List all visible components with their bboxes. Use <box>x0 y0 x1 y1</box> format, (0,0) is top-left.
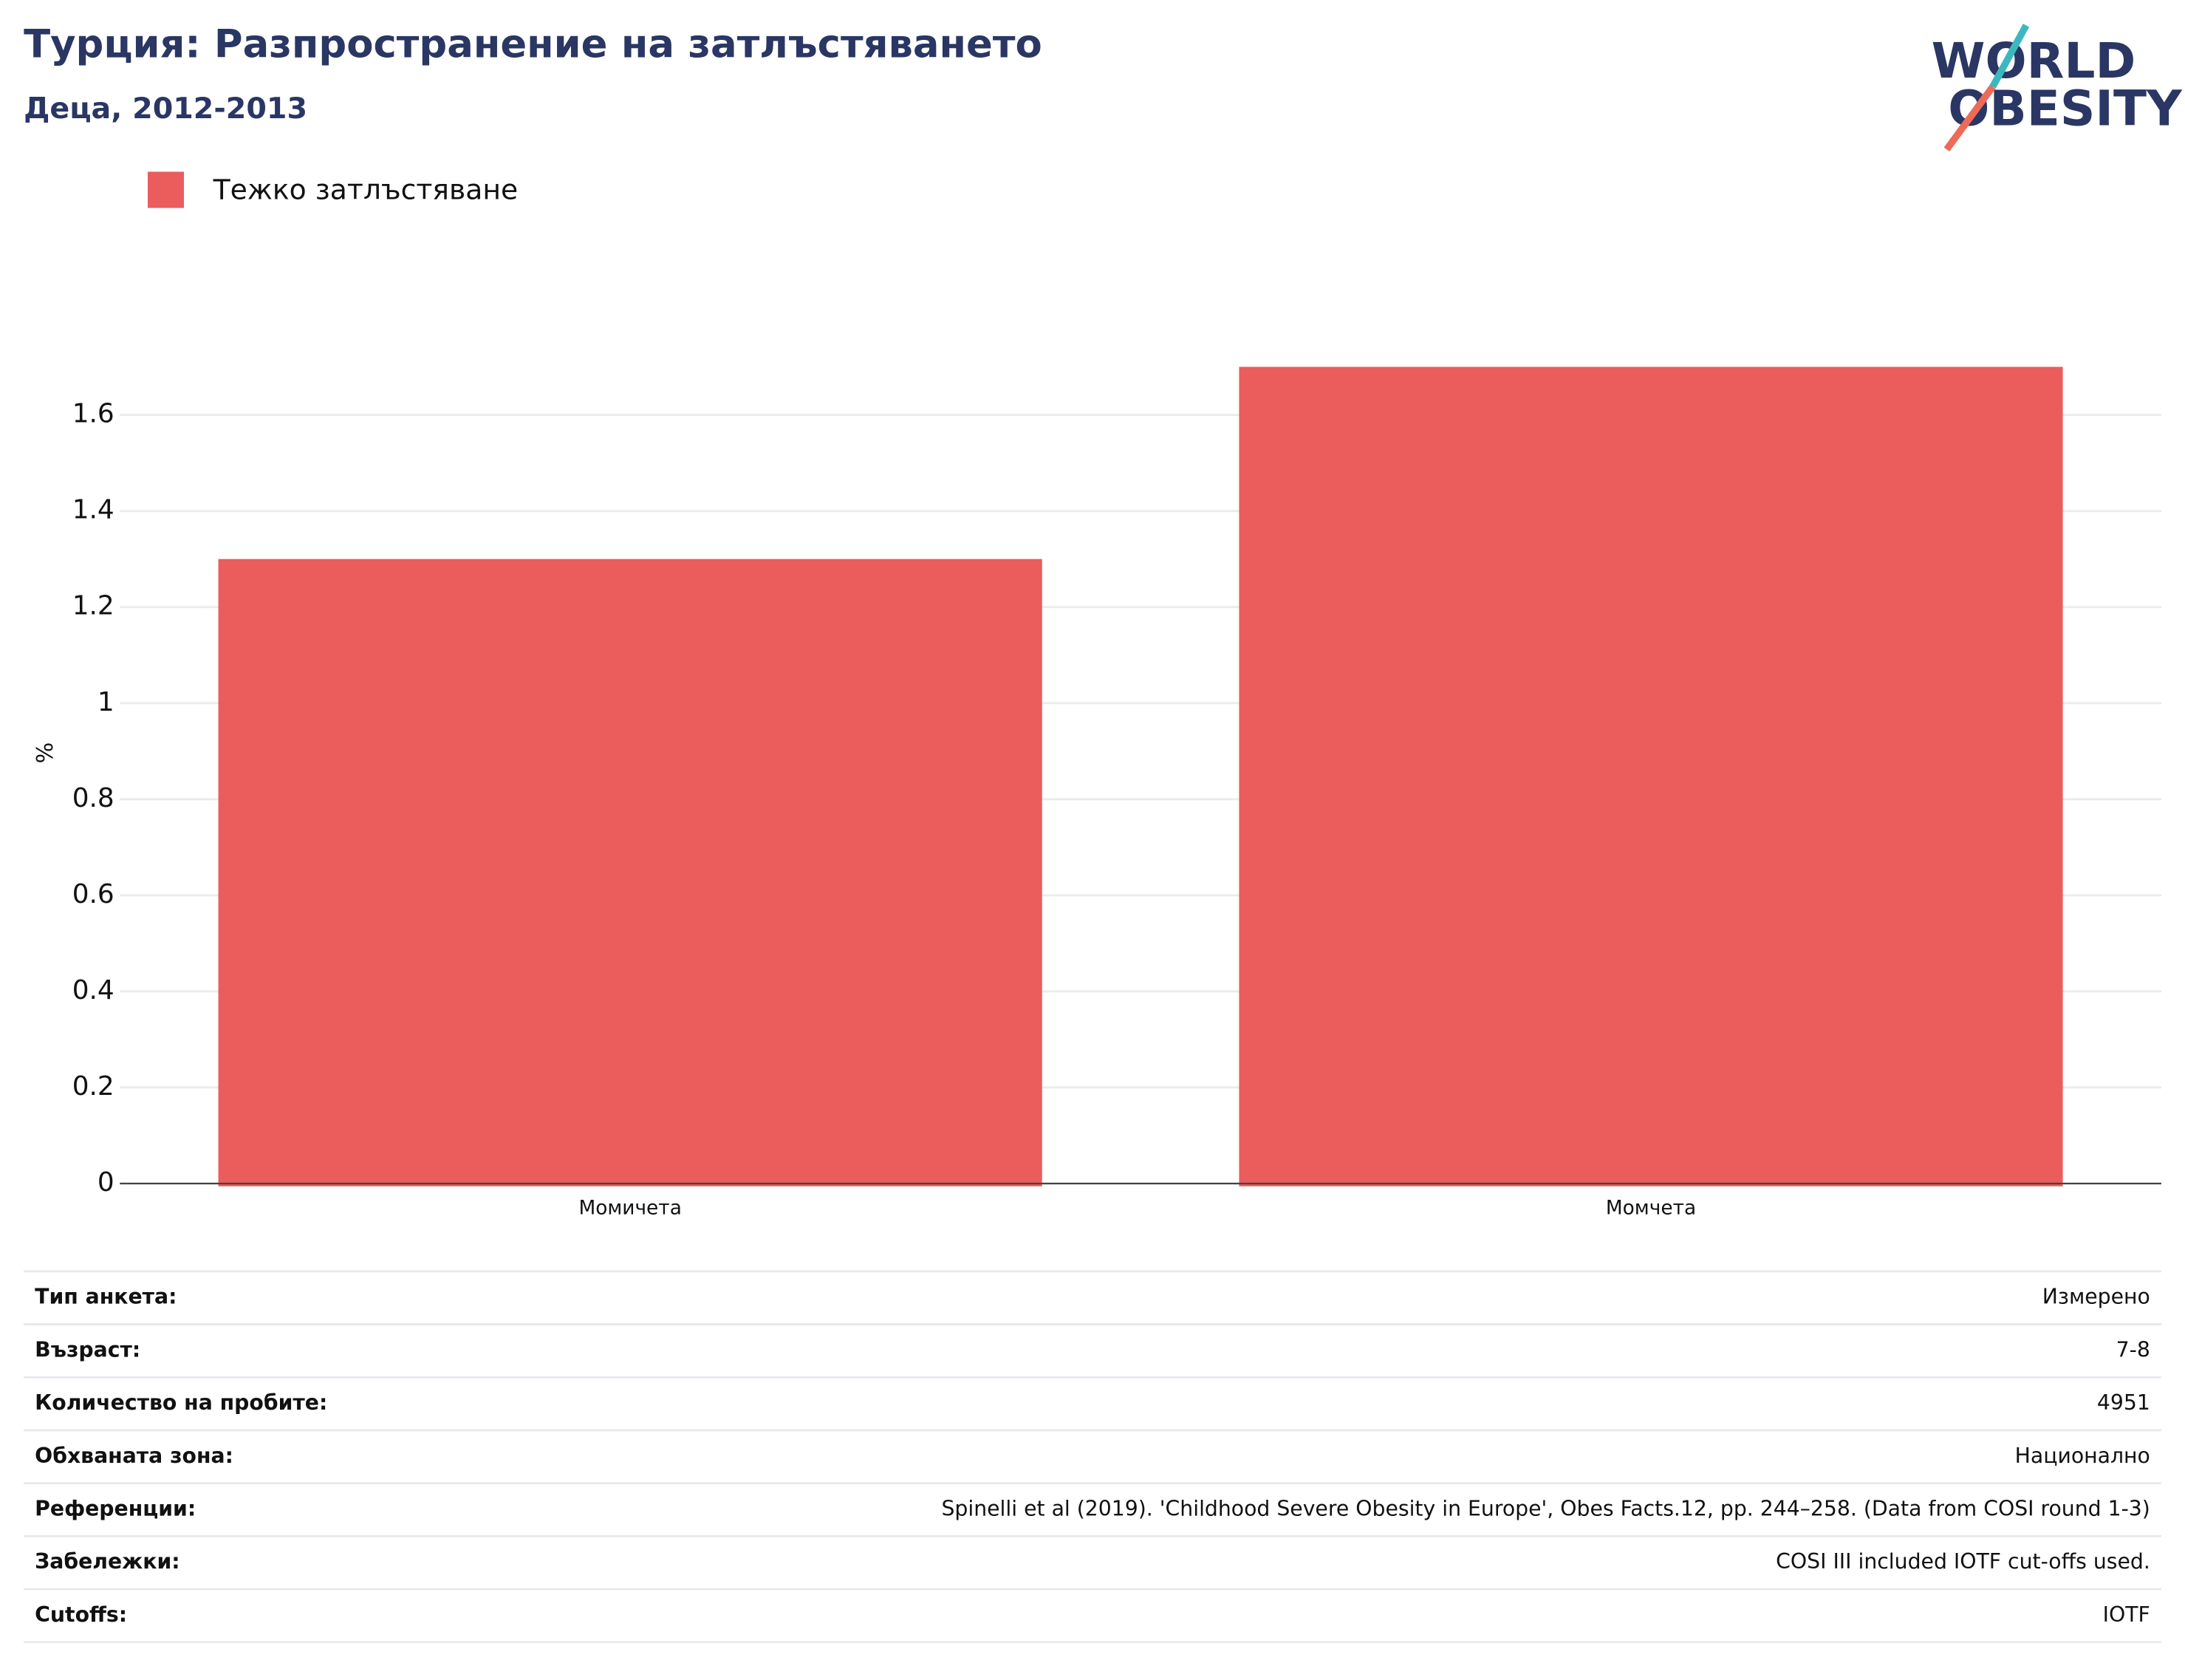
x-tick-label: Момчета <box>1606 1196 1696 1219</box>
table-value: COSI III included IOTF cut-offs used. <box>1776 1549 2150 1574</box>
y-tick-label: 1 <box>98 687 114 717</box>
table-label: Референции: <box>35 1496 196 1520</box>
table-value: Spinelli et al (2019). 'Childhood Severe… <box>941 1496 2150 1520</box>
table-value: 4951 <box>2097 1390 2150 1415</box>
table-label: Тип анкета: <box>35 1285 177 1309</box>
table-label: Обхваната зона: <box>35 1444 233 1468</box>
chart-subtitle: Деца, 2012-2013 <box>24 92 307 126</box>
table-label: Количество на пробите: <box>35 1390 327 1415</box>
y-tick-label: 0.4 <box>72 975 114 1005</box>
logo: WORLD OBESITY <box>1932 24 2183 152</box>
x-tick-label: Момичета <box>578 1196 681 1219</box>
logo-slash <box>1943 84 1996 152</box>
y-tick-label: 0.8 <box>72 783 114 813</box>
legend-label: Тежко затлъстяване <box>213 173 519 205</box>
legend-swatch <box>147 171 185 208</box>
y-axis-label: % <box>33 742 58 764</box>
table-label: Cutoffs: <box>35 1602 127 1627</box>
bar <box>1239 366 2063 1186</box>
table-label: Възраст: <box>35 1337 140 1362</box>
y-tick-label: 1.2 <box>72 591 114 621</box>
logo-text: OBESITY <box>1948 80 2183 137</box>
logo-text: WORLD <box>1932 33 2136 89</box>
table-value: 7-8 <box>2116 1337 2150 1362</box>
table-value: Измерено <box>2042 1285 2150 1309</box>
y-tick-label: 1.4 <box>72 495 114 525</box>
bar <box>218 559 1042 1186</box>
logo-slash <box>1989 24 2030 89</box>
y-tick-label: 1.6 <box>72 399 114 429</box>
table-value: IOTF <box>2103 1602 2150 1627</box>
chart-title: Турция: Разпространение на затлъстяванет… <box>24 21 1042 66</box>
y-tick-label: 0.2 <box>72 1071 114 1102</box>
table-value: Национално <box>2015 1444 2150 1468</box>
y-tick-label: 0 <box>98 1167 114 1198</box>
y-tick-label: 0.6 <box>72 879 114 909</box>
table-label: Забележки: <box>35 1549 179 1574</box>
